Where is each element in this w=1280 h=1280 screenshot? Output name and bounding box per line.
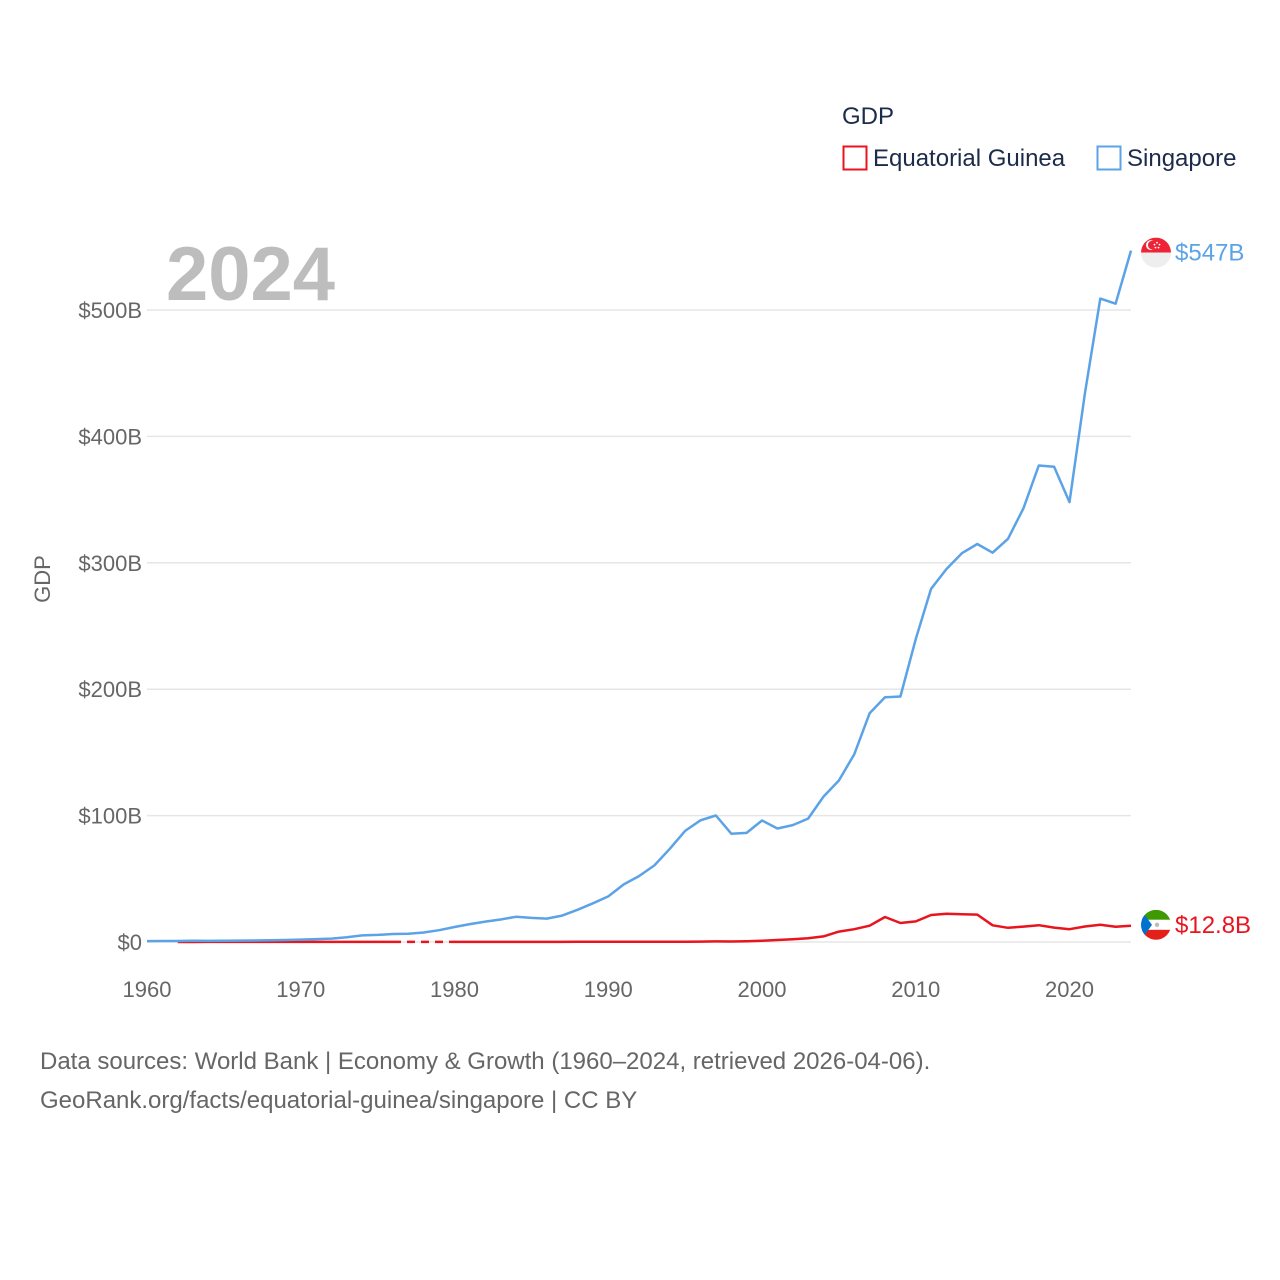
- legend-title: GDP: [842, 103, 894, 130]
- gdp-line-chart: $0 $100B $200B $300B $400B $500B 1960 1970 1980…: [30, 103, 1251, 1002]
- y-tick-label: $100B: [78, 804, 142, 829]
- x-tick-label: 1960: [123, 977, 172, 1002]
- x-tick-label: 1990: [584, 977, 633, 1002]
- equatorial-guinea-flag-icon: [1141, 909, 1171, 940]
- series-line-singapore: [146, 250, 1133, 943]
- y-axis-title: GDP: [30, 555, 55, 603]
- x-tick-label: 2010: [891, 977, 940, 1002]
- source-line-2: GeoRank.org/facts/equatorial-guinea/sing…: [40, 1087, 638, 1114]
- legend-item-equatorial-guinea[interactable]: Equatorial Guinea: [842, 145, 1066, 172]
- legend: GDP Equatorial Guinea Singapore: [842, 103, 1236, 172]
- data-source-note: Data sources: World Bank | Economy & Gro…: [40, 1042, 930, 1120]
- legend-swatch-equatorial-guinea: [842, 145, 868, 171]
- grid-lines: [147, 309, 1131, 943]
- y-tick-label: $500B: [78, 298, 142, 323]
- legend-label-singapore: Singapore: [1127, 145, 1236, 172]
- end-value-label-equatorial-guinea: $12.8B: [1175, 912, 1251, 939]
- y-axis-ticks: $0 $100B $200B $300B $400B $500B: [78, 298, 142, 955]
- legend-label-equatorial-guinea: Equatorial Guinea: [873, 145, 1066, 172]
- series-line-equatorial-guinea: [454, 912, 1132, 944]
- y-tick-label: $400B: [78, 424, 142, 449]
- legend-swatch-singapore: [1096, 145, 1122, 171]
- y-tick-label: $0: [118, 930, 142, 955]
- y-tick-label: $200B: [78, 677, 142, 702]
- end-value-label-singapore: $547B: [1175, 240, 1244, 267]
- y-tick-label: $300B: [78, 551, 142, 576]
- singapore-flag-icon: [1141, 237, 1171, 268]
- x-tick-label: 1980: [430, 977, 479, 1002]
- x-tick-label: 1970: [276, 977, 325, 1002]
- x-tick-label: 2000: [738, 977, 787, 1002]
- legend-item-singapore[interactable]: Singapore: [1096, 145, 1237, 172]
- x-axis-ticks: 1960 1970 1980 1990 2000 2010 2020: [123, 977, 1094, 1002]
- current-year-label: 2024: [166, 232, 335, 317]
- series-lines: [146, 250, 1133, 944]
- x-tick-label: 2020: [1045, 977, 1094, 1002]
- source-line-1: Data sources: World Bank | Economy & Gro…: [40, 1048, 931, 1075]
